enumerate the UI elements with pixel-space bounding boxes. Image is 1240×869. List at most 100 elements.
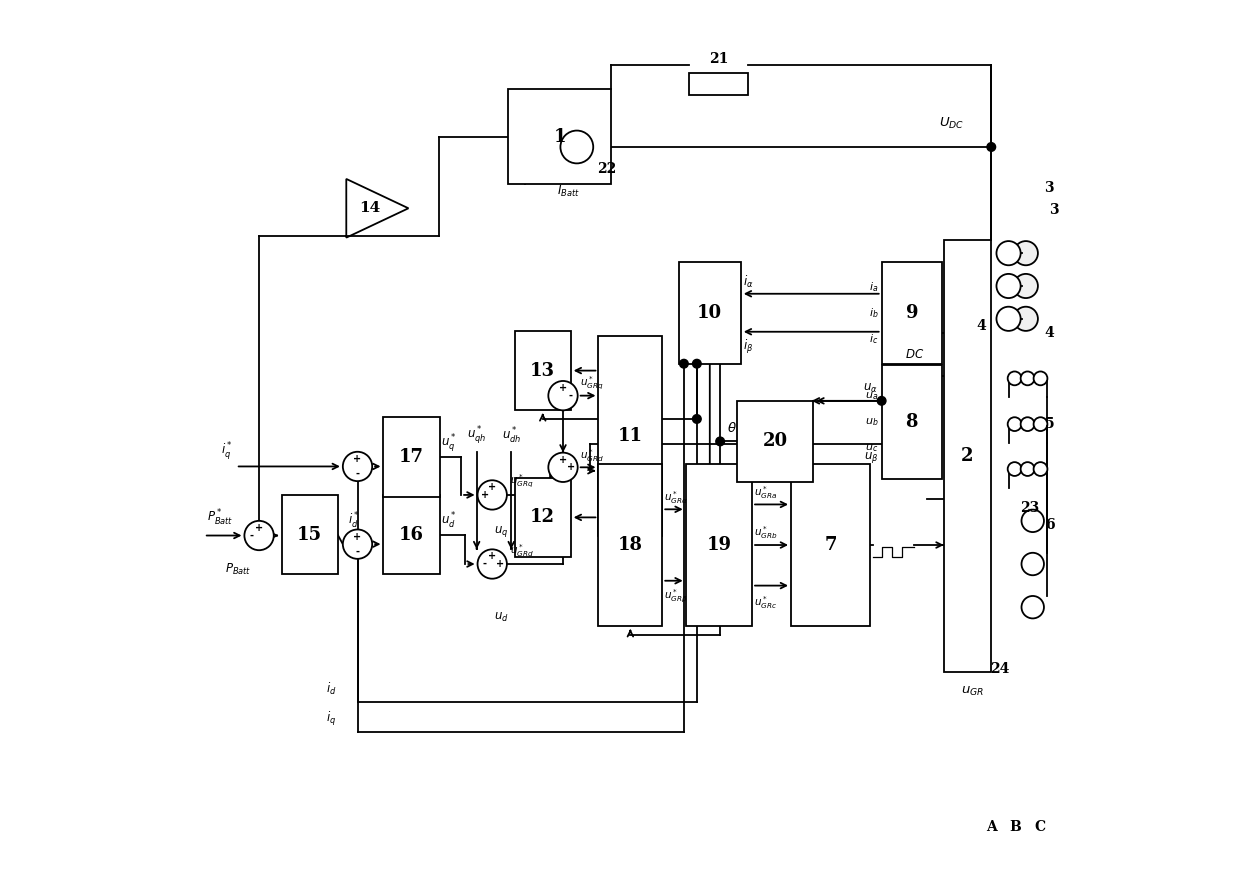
Circle shape <box>477 549 507 579</box>
Text: $u_b$: $u_b$ <box>864 416 878 428</box>
Circle shape <box>1021 462 1034 476</box>
Text: 3: 3 <box>1049 203 1058 217</box>
Text: $i_a$: $i_a$ <box>869 280 878 294</box>
Text: $u_{GR}$: $u_{GR}$ <box>961 686 985 699</box>
Circle shape <box>715 437 724 446</box>
Text: +: + <box>567 462 574 473</box>
Text: $i_\beta$: $i_\beta$ <box>744 338 754 356</box>
Text: +: + <box>353 454 362 464</box>
Text: 5: 5 <box>1045 417 1055 431</box>
Text: 22: 22 <box>598 162 616 176</box>
Circle shape <box>1022 509 1044 532</box>
Text: 2: 2 <box>961 447 973 465</box>
Text: $i_d$: $i_d$ <box>326 681 337 697</box>
Circle shape <box>692 360 701 368</box>
Circle shape <box>244 521 274 550</box>
Text: 1: 1 <box>553 128 565 146</box>
Circle shape <box>1034 462 1048 476</box>
Text: 21: 21 <box>709 52 728 66</box>
Text: +: + <box>255 523 263 533</box>
Text: $I_{Batt}$: $I_{Batt}$ <box>557 184 579 199</box>
Bar <box>281 495 337 574</box>
Text: C: C <box>1034 820 1045 834</box>
Circle shape <box>1034 371 1048 385</box>
Text: +: + <box>559 454 567 465</box>
Text: 16: 16 <box>399 526 424 544</box>
Text: -: - <box>482 559 486 569</box>
Text: $u_\beta$: $u_\beta$ <box>864 450 878 465</box>
Circle shape <box>1014 307 1038 331</box>
Circle shape <box>997 274 1021 298</box>
Bar <box>882 262 942 364</box>
Text: -: - <box>356 469 360 479</box>
Bar <box>791 464 870 627</box>
Circle shape <box>1014 241 1038 265</box>
Text: -: - <box>249 530 253 541</box>
Text: 23: 23 <box>1021 501 1040 515</box>
Bar <box>515 478 570 557</box>
Text: +: + <box>489 482 496 493</box>
Circle shape <box>477 481 507 509</box>
Text: 17: 17 <box>399 448 424 466</box>
Text: $i_q$: $i_q$ <box>326 711 336 728</box>
Text: +: + <box>481 490 489 500</box>
Circle shape <box>997 241 1021 265</box>
Text: -: - <box>569 391 573 401</box>
Circle shape <box>1008 371 1022 385</box>
Circle shape <box>342 529 372 559</box>
Text: 11: 11 <box>618 428 642 445</box>
Bar <box>882 366 942 480</box>
Bar <box>599 336 662 536</box>
Circle shape <box>680 360 688 368</box>
Bar <box>507 90 611 184</box>
Text: $u^*_{dh}$: $u^*_{dh}$ <box>501 426 521 447</box>
Text: 4: 4 <box>1044 326 1054 340</box>
Bar <box>738 401 813 482</box>
Text: $u^*_{GRc}$: $u^*_{GRc}$ <box>754 594 777 611</box>
Text: $i_b$: $i_b$ <box>868 306 878 320</box>
Text: $P^*_{Batt}$: $P^*_{Batt}$ <box>207 508 234 528</box>
Text: 19: 19 <box>707 536 732 554</box>
Text: B: B <box>1009 820 1022 834</box>
Text: $u_\alpha$: $u_\alpha$ <box>863 382 878 395</box>
Text: $u^*_{GRd}$: $u^*_{GRd}$ <box>511 541 534 559</box>
Circle shape <box>1008 462 1022 476</box>
Text: 9: 9 <box>905 304 918 322</box>
Circle shape <box>878 396 885 405</box>
Circle shape <box>1022 596 1044 619</box>
Text: $u_q$: $u_q$ <box>494 524 508 539</box>
Text: $i_c$: $i_c$ <box>869 332 878 346</box>
Circle shape <box>997 307 1021 331</box>
Bar <box>686 464 753 627</box>
Text: $u^*_q$: $u^*_q$ <box>441 432 456 454</box>
Bar <box>944 240 991 672</box>
Circle shape <box>1034 417 1048 431</box>
Text: $u_d$: $u_d$ <box>494 611 508 624</box>
Bar <box>689 73 748 96</box>
Text: $P_{Batt}$: $P_{Batt}$ <box>224 561 250 577</box>
Text: $u^*_{GR\beta}$: $u^*_{GR\beta}$ <box>665 587 688 605</box>
Bar <box>383 495 439 574</box>
Text: 15: 15 <box>298 526 322 544</box>
Bar <box>515 331 570 410</box>
Bar <box>678 262 740 364</box>
Text: $u^*_{GRq}$: $u^*_{GRq}$ <box>511 473 534 490</box>
Text: $u^*_{GRb}$: $u^*_{GRb}$ <box>754 525 777 541</box>
Text: 3: 3 <box>1044 182 1054 196</box>
Text: 18: 18 <box>618 536 642 554</box>
Text: $u^*_{qh}$: $u^*_{qh}$ <box>467 425 486 448</box>
Text: $u^*_{GRa}$: $u^*_{GRa}$ <box>754 484 777 501</box>
Text: $u_a$: $u_a$ <box>864 390 878 402</box>
Text: 10: 10 <box>697 304 723 322</box>
Text: $\theta$: $\theta$ <box>727 421 737 435</box>
Text: +: + <box>353 532 362 541</box>
Circle shape <box>1022 553 1044 575</box>
Text: +: + <box>489 552 496 561</box>
Text: 12: 12 <box>531 508 556 527</box>
Text: 8: 8 <box>905 414 918 431</box>
Circle shape <box>342 452 372 481</box>
Text: +: + <box>559 383 567 393</box>
Text: $u^*_{GR\alpha}$: $u^*_{GR\alpha}$ <box>665 489 688 506</box>
Circle shape <box>692 415 701 423</box>
Bar <box>599 464 662 627</box>
